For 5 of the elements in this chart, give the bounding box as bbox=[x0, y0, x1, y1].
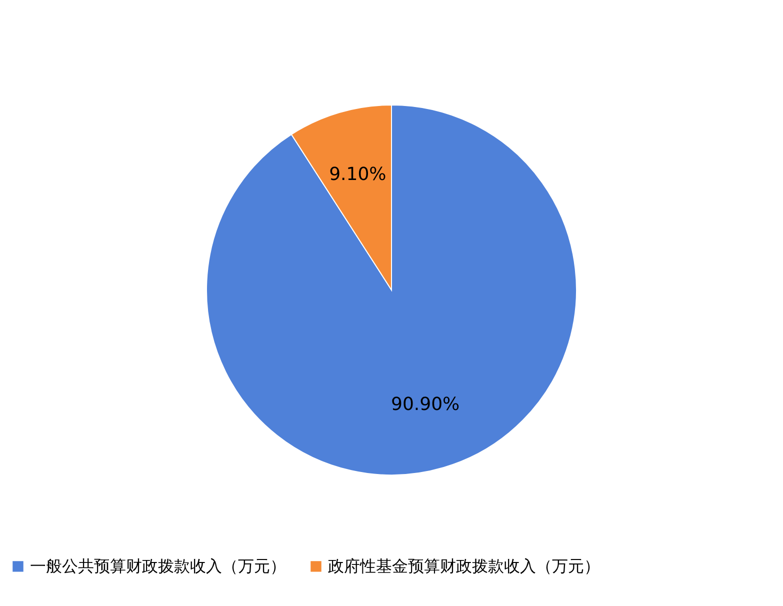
legend-label: 一般公共预算财政拨款收入（万元） bbox=[30, 556, 286, 576]
data-label: 90.90% bbox=[391, 394, 460, 416]
pie-slice bbox=[206, 104, 577, 476]
legend-label: 政府性基金预算财政拨款收入（万元） bbox=[328, 556, 600, 576]
data-label: 9.10% bbox=[329, 164, 386, 185]
